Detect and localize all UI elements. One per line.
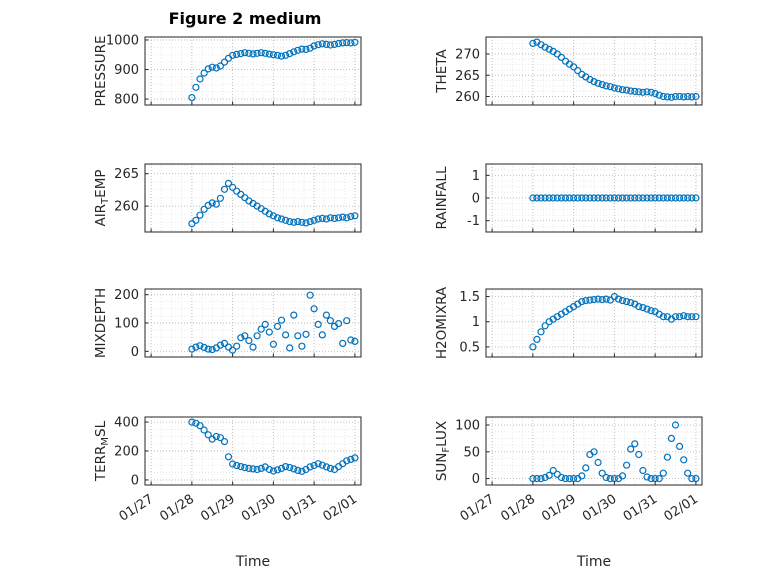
major-grid	[486, 417, 702, 485]
y-tick-label: 200	[114, 445, 139, 460]
y-axis-label: AIRTEMP	[93, 169, 111, 226]
x-tick-label: 01/31	[621, 492, 661, 525]
minor-grid	[486, 37, 702, 105]
x-tick-label: 01/27	[117, 492, 157, 525]
x-tick-label: 01/30	[239, 492, 279, 525]
x-tick-label: 01/29	[198, 492, 238, 525]
subplot-theta: 260 265 270 THETA	[434, 36, 703, 106]
data-points	[529, 194, 700, 202]
y-axis-label: SUNFLUX	[434, 421, 452, 481]
y-tick-label: 1	[472, 169, 480, 184]
figure-title: Figure 2 medium	[168, 9, 322, 28]
y-axis-label: RAINFALL	[434, 166, 450, 229]
y-tick-label: 400	[114, 416, 139, 431]
subplot-rainfall: -1 0 1 RAINFALL	[434, 163, 703, 233]
axis-ticks	[145, 421, 356, 485]
minor-grid	[145, 164, 361, 232]
y-tick-label: 265	[114, 167, 139, 182]
major-grid	[486, 289, 702, 357]
x-tick-label: 01/28	[498, 492, 538, 525]
axis-ticks	[486, 53, 697, 105]
y-tick-label: 200	[114, 288, 139, 303]
axes-box	[144, 36, 362, 106]
axes-box	[485, 288, 703, 358]
axis-ticks	[145, 39, 356, 105]
y-tick-label: -1	[467, 214, 480, 229]
axis-ticks	[486, 174, 697, 232]
x-tick-label: 01/27	[458, 492, 498, 525]
y-axis-label: PRESSURE	[93, 36, 109, 107]
data-points	[188, 291, 359, 354]
data-points	[529, 293, 700, 351]
x-axis-label: Time	[576, 554, 611, 570]
data-points	[188, 38, 359, 102]
y-tick-label: 800	[114, 93, 139, 108]
y-tick-label: 270	[455, 48, 480, 63]
y-tick-label: 0.5	[459, 340, 480, 355]
y-tick-label: 265	[455, 69, 480, 84]
axis-ticks	[486, 424, 697, 485]
x-axis-label: Time	[235, 554, 270, 570]
minor-grid	[486, 289, 702, 357]
y-tick-label: 100	[455, 419, 480, 434]
axes-box	[485, 416, 703, 486]
y-tick-label: 0	[472, 192, 480, 207]
y-tick-label: 1.5	[459, 290, 480, 305]
major-grid	[145, 417, 361, 485]
y-axis-label: TERRMSL	[93, 420, 111, 482]
subplot-mixdepth: 0 100 200 MIXDEPTH	[93, 288, 362, 360]
y-tick-label: 0	[131, 473, 139, 488]
y-tick-label: 1	[472, 315, 480, 330]
major-grid	[145, 37, 361, 105]
y-tick-label: 900	[114, 63, 139, 78]
axis-ticks	[145, 173, 356, 232]
data-points	[529, 421, 700, 483]
subplot-h2omixra: 0.5 1 1.5 H2OMIXRA	[434, 286, 703, 359]
major-grid	[486, 37, 702, 105]
y-tick-label: 0	[131, 345, 139, 360]
x-tick-label: 02/01	[320, 492, 360, 525]
axis-ticks	[145, 294, 356, 357]
y-tick-label: 0	[472, 472, 480, 487]
x-tick-label: 01/30	[580, 492, 620, 525]
axis-ticks	[486, 296, 697, 357]
data-points	[188, 179, 359, 228]
y-tick-label: 1000	[106, 33, 139, 48]
y-tick-label: 260	[114, 200, 139, 215]
y-axis-label: H2OMIXRA	[434, 286, 450, 359]
y-tick-label: 260	[455, 90, 480, 105]
axes-box	[144, 163, 362, 233]
data-points	[188, 418, 359, 475]
major-grid	[145, 289, 361, 357]
y-tick-label: 100	[114, 317, 139, 332]
x-tick-label: 01/28	[157, 492, 197, 525]
axes-box	[485, 36, 703, 106]
x-tick-label: 01/31	[280, 492, 320, 525]
data-points	[529, 38, 700, 101]
y-tick-label: 50	[463, 445, 480, 460]
x-tick-label: 02/01	[661, 492, 701, 525]
x-tick-label: 01/29	[539, 492, 579, 525]
y-axis-label: THETA	[434, 49, 450, 94]
y-axis-label: MIXDEPTH	[93, 288, 109, 358]
